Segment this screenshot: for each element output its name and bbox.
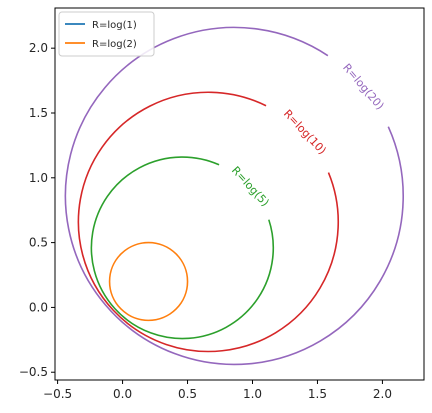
- y-tick-label: 1.5: [29, 106, 48, 120]
- legend-label: R=log(2): [92, 39, 137, 50]
- inline-label-3: R=log(10): [281, 107, 329, 157]
- y-tick-label: 0.0: [29, 300, 48, 314]
- x-tick-label: −0.5: [43, 387, 72, 401]
- y-tick-label: −0.5: [19, 365, 48, 379]
- axes-frame: [54, 7, 425, 381]
- x-tick-label: 0.5: [178, 387, 197, 401]
- series-curve-4: [64, 26, 404, 366]
- y-axis: −0.5 0.0 0.5 1.0 1.5 2.0: [19, 41, 55, 379]
- legend-box: [58, 11, 155, 57]
- y-tick-label: 2.0: [29, 41, 48, 55]
- legend: R=log(1) R=log(2): [58, 11, 155, 57]
- legend-label: R=log(1): [92, 20, 137, 31]
- series-curve-1: [108, 241, 189, 322]
- plot-area: R=log(5)R=log(10)R=log(20): [64, 26, 404, 366]
- x-tick-label: 1.0: [243, 387, 262, 401]
- y-tick-label: 1.0: [29, 171, 48, 185]
- x-tick-label: 2.0: [373, 387, 392, 401]
- series-curve-2: [90, 156, 275, 340]
- y-tick-label: 0.5: [29, 236, 48, 250]
- series-curve-3: [77, 91, 339, 353]
- x-axis: −0.5 0.0 0.5 1.0 1.5 2.0: [43, 380, 392, 401]
- x-tick-label: 0.0: [113, 387, 132, 401]
- x-tick-label: 1.5: [308, 387, 327, 401]
- inline-label-4: R=log(20): [340, 61, 386, 112]
- inline-label-2: R=log(5): [229, 164, 272, 209]
